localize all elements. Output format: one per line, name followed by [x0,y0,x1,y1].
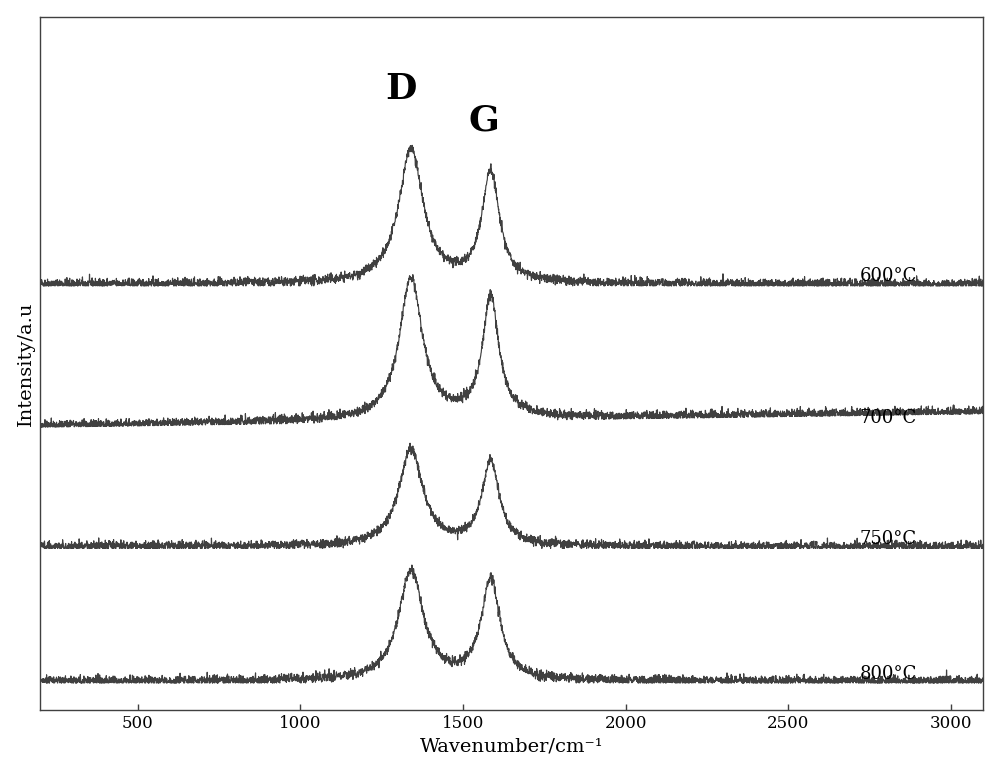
Text: 750°C: 750°C [860,530,917,548]
Y-axis label: Intensity/a.u: Intensity/a.u [17,301,35,425]
Text: 700°C: 700°C [860,409,917,427]
Text: G: G [469,104,500,138]
Text: D: D [386,73,417,107]
X-axis label: Wavenumber/cm⁻¹: Wavenumber/cm⁻¹ [420,737,604,755]
Text: 600°C: 600°C [860,267,917,286]
Text: 800°C: 800°C [860,665,917,682]
